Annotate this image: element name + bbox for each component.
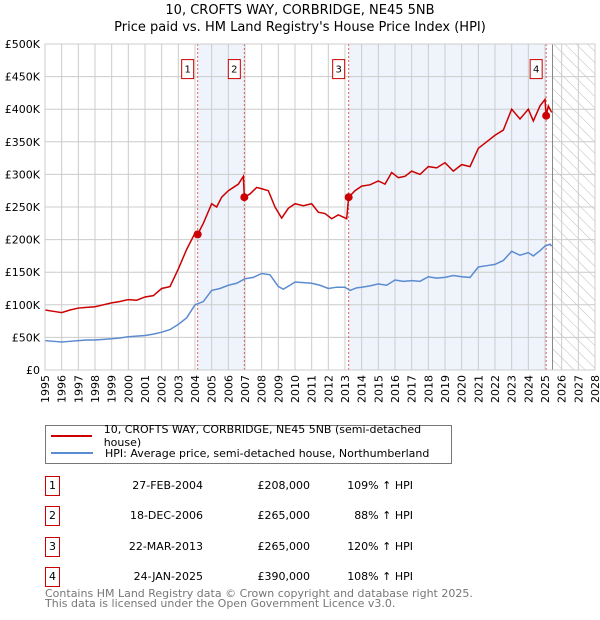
legend-label: HPI: Average price, semi-detached house,… bbox=[105, 446, 430, 460]
x-tick-label: 2004 bbox=[189, 375, 202, 403]
x-tick-label: 2026 bbox=[556, 375, 569, 403]
sale-number: 1 bbox=[45, 476, 60, 496]
y-tick-label: £200K bbox=[5, 234, 41, 247]
plot-area: 1995 1996 1997 1998 1999 2000 2001 2002 2003 2004… bbox=[5, 38, 600, 403]
x-tick-label: 2009 bbox=[272, 375, 285, 403]
sale-date: 22-MAR-2013 bbox=[128, 539, 203, 553]
y-tick-label: £450K bbox=[5, 71, 41, 84]
x-tick-label: 1998 bbox=[89, 375, 102, 403]
x-tick-label: 2013 bbox=[339, 375, 352, 403]
x-tick-label: 2019 bbox=[439, 375, 452, 403]
x-tick-label: 2007 bbox=[239, 375, 252, 403]
x-tick-label: 2000 bbox=[122, 375, 135, 403]
sale-hpi-change: 120% ↑ HPI bbox=[347, 539, 413, 553]
sale-label-box bbox=[332, 59, 346, 80]
legend-swatch-blue bbox=[51, 452, 93, 454]
sale-number: 4 bbox=[45, 566, 60, 587]
x-tick-label: 2008 bbox=[256, 375, 269, 403]
y-tick-label: £100K bbox=[5, 299, 41, 312]
x-tick-label: 2015 bbox=[372, 375, 385, 403]
sale-label-box bbox=[181, 59, 195, 80]
sale-hpi-change: 88% ↑ HPI bbox=[354, 509, 413, 523]
x-tick-label: 2005 bbox=[206, 375, 219, 403]
x-tick-label: 2017 bbox=[406, 375, 419, 403]
x-tick-label: 1999 bbox=[106, 375, 119, 403]
legend: 10, CROFTS WAY, CORBRIDGE, NE45 5NB (sem… bbox=[45, 423, 452, 464]
sale-number: 2 bbox=[45, 506, 60, 527]
sale-label: 4 bbox=[533, 65, 539, 76]
sale-number: 3 bbox=[45, 536, 60, 557]
sale-point bbox=[542, 111, 551, 120]
x-tick-label: 2012 bbox=[322, 375, 335, 403]
legend-label: 10, CROFTS WAY, CORBRIDGE, NE45 5NB (sem… bbox=[103, 423, 422, 449]
x-tick-label: 2014 bbox=[356, 375, 369, 403]
sale-label: 3 bbox=[335, 65, 341, 76]
sale-price: £265,000 bbox=[257, 539, 311, 553]
x-tick-label: 2023 bbox=[506, 375, 519, 403]
x-tick-label: 2025 bbox=[539, 375, 552, 403]
sale-row: 4 24-JAN-2025 £390,000 108% ↑ HPI bbox=[45, 566, 465, 587]
sale-point bbox=[240, 193, 249, 202]
x-tick-label: 1995 bbox=[39, 375, 52, 403]
sale-label-box bbox=[227, 59, 241, 80]
y-tick-label: £300K bbox=[5, 168, 41, 181]
x-tick-label: 1996 bbox=[56, 375, 69, 403]
x-tick-label: 2018 bbox=[422, 375, 435, 403]
legend-item-property: 10, CROFTS WAY, CORBRIDGE, NE45 5NB (sem… bbox=[46, 423, 451, 449]
x-tick-label: 1997 bbox=[72, 375, 85, 403]
y-tick-label: £50K bbox=[12, 331, 41, 344]
x-tick-label: 2003 bbox=[172, 375, 185, 403]
chart-subtitle: Price paid vs. HM Land Registry's House … bbox=[114, 20, 486, 35]
x-tick-label: 2020 bbox=[456, 375, 469, 403]
x-tick-label: 2006 bbox=[222, 375, 235, 403]
sale-price: £390,000 bbox=[257, 569, 311, 583]
y-tick-label: £500K bbox=[5, 38, 41, 51]
sale-label: 1 bbox=[184, 65, 190, 76]
sale-date: 24-JAN-2025 bbox=[133, 569, 203, 583]
x-tick-label: 2022 bbox=[489, 375, 502, 403]
hpi-line bbox=[44, 243, 553, 343]
footer-copyright: Contains HM Land Registry data © Crown c… bbox=[45, 587, 473, 600]
y-tick-label: £250K bbox=[5, 201, 41, 214]
plot-border bbox=[44, 43, 596, 371]
sale-label-box bbox=[529, 59, 543, 80]
footer: Contains HM Land Registry data © Crown c… bbox=[45, 587, 473, 610]
x-tick-label: 2027 bbox=[572, 375, 585, 403]
sale-price: £208,000 bbox=[257, 479, 311, 492]
sale-date: 27-FEB-2004 bbox=[132, 479, 203, 492]
sale-hpi-change: 108% ↑ HPI bbox=[347, 569, 413, 583]
x-tick-label: 2010 bbox=[289, 375, 302, 403]
sale-price: £265,000 bbox=[257, 509, 311, 523]
sale-point bbox=[344, 193, 353, 202]
legend-item-hpi: HPI: Average price, semi-detached house,… bbox=[46, 445, 429, 461]
sale-row: 1 27-FEB-2004 £208,000 109% ↑ HPI bbox=[45, 476, 465, 496]
sale-label: 2 bbox=[231, 65, 237, 76]
x-tick-label: 2016 bbox=[389, 375, 402, 403]
sale-row: 2 18-DEC-2006 £265,000 88% ↑ HPI bbox=[45, 506, 465, 527]
x-tick-label: 2024 bbox=[522, 375, 535, 403]
legend-swatch-red bbox=[51, 435, 92, 437]
x-tick-label: 2028 bbox=[589, 375, 600, 403]
y-tick-label: £0 bbox=[26, 364, 40, 377]
sale-hpi-change: 109% ↑ HPI bbox=[347, 479, 413, 492]
property-price-line bbox=[44, 97, 553, 314]
x-tick-label: 2011 bbox=[306, 375, 319, 403]
y-tick-label: £400K bbox=[5, 103, 41, 116]
sale-date: 18-DEC-2006 bbox=[129, 509, 203, 523]
x-tick-label: 2002 bbox=[156, 375, 169, 403]
x-tick-label: 2001 bbox=[139, 375, 152, 403]
x-tick-label: 2021 bbox=[472, 375, 485, 403]
sale-point bbox=[193, 230, 202, 239]
y-tick-label: £350K bbox=[5, 136, 41, 149]
footer-licence: This data is licensed under the Open Gov… bbox=[45, 597, 396, 610]
sale-row: 3 22-MAR-2013 £265,000 120% ↑ HPI bbox=[45, 536, 465, 557]
chart-title: 10, CROFTS WAY, CORBRIDGE, NE45 5NB bbox=[165, 3, 435, 18]
y-tick-label: £150K bbox=[5, 266, 41, 279]
